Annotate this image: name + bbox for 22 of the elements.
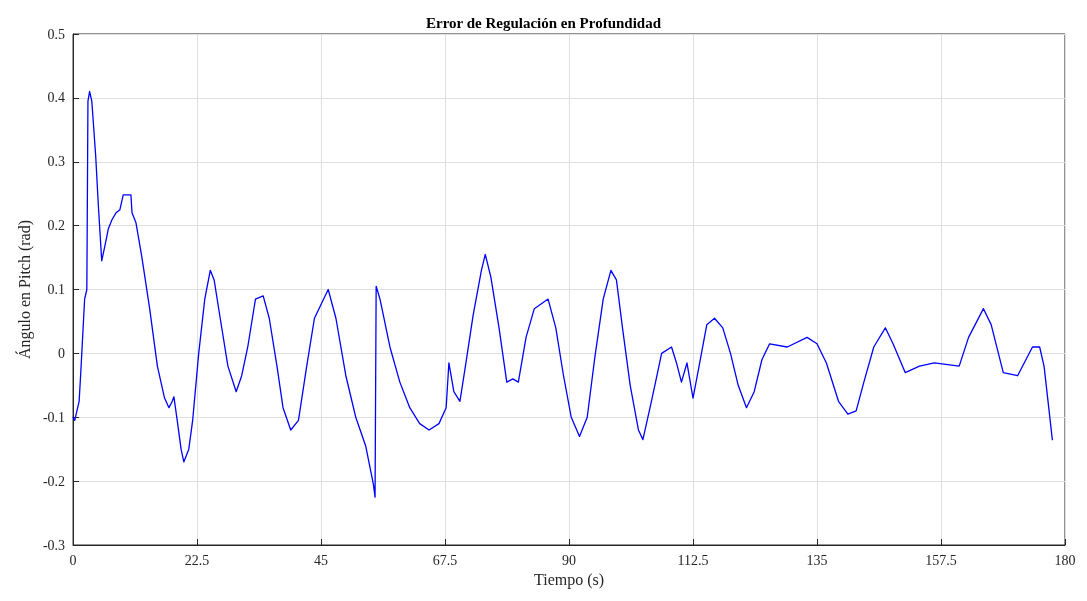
x-tick-label: 45 bbox=[314, 552, 329, 568]
x-axis-title: Tiempo (s) bbox=[533, 571, 605, 590]
x-tick-label: 180 bbox=[1054, 552, 1076, 568]
y-tick-label: -0.3 bbox=[42, 537, 66, 553]
y-axis-title: Ángulo en Pitch (rad) bbox=[14, 219, 34, 360]
chart-title: Error de Regulación en Profundidad bbox=[425, 14, 662, 31]
y-tick-label: 0.1 bbox=[47, 282, 66, 297]
y-tick-label: 0.5 bbox=[47, 26, 66, 42]
x-tick-label: 157.5 bbox=[925, 552, 957, 568]
x-tick-label: 90 bbox=[562, 552, 577, 568]
x-tick-label: 135 bbox=[806, 552, 828, 568]
x-tick-label: 22.5 bbox=[184, 552, 210, 568]
x-tick-label: 112.5 bbox=[677, 552, 709, 568]
x-tick-label: 0 bbox=[69, 552, 77, 568]
line-series bbox=[72, 90, 1053, 498]
x-tick-label: 67.5 bbox=[432, 552, 458, 568]
y-tick-label: -0.1 bbox=[42, 409, 66, 425]
y-tick-label: 0.4 bbox=[47, 90, 66, 106]
y-tick-label: 0 bbox=[58, 345, 66, 361]
y-tick-label: 0.3 bbox=[47, 154, 66, 170]
y-tick-label: 0.2 bbox=[47, 218, 66, 234]
y-tick-label: -0.2 bbox=[42, 473, 66, 489]
